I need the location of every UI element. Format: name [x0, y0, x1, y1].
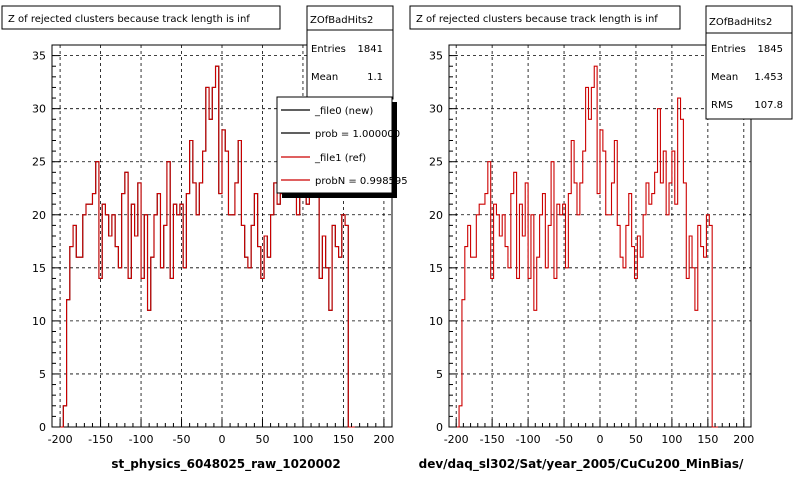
legend-entry-3: probN = 0.998595 [281, 176, 408, 187]
right-title-box [409, 5, 681, 30]
right-stats-rms-label: RMS [711, 100, 733, 111]
left-stats-mean: 1.1 [367, 72, 383, 83]
legend-entry-1: prob = 1.000000 [281, 129, 400, 140]
r-ytick-label-0: 0 [436, 421, 443, 434]
r-series-0-line [456, 65, 718, 428]
svg-text:_file1 (ref): _file1 (ref) [314, 153, 366, 164]
l-ytick-label-7: 35 [32, 50, 46, 63]
l-xtick-label-5: 50 [255, 433, 269, 446]
left-stats-mean-label: Mean [311, 72, 338, 83]
right-histograms [456, 65, 718, 428]
left-grid [52, 45, 392, 428]
r-xtick-label-8: 200 [733, 433, 754, 446]
r-ytick-label-1: 5 [436, 368, 443, 381]
r-ytick-label-3: 15 [429, 262, 443, 275]
l-xtick-label-0: -200 [48, 433, 73, 446]
right-stats-entries: 1845 [758, 44, 783, 55]
right-stats-entries-label: Entries [711, 44, 746, 55]
left-stats-entries-label: Entries [311, 44, 346, 55]
l-ytick-label-3: 15 [32, 262, 46, 275]
svg-text:prob = 1.000000: prob = 1.000000 [315, 129, 400, 140]
l-xtick-label-8: 200 [373, 433, 394, 446]
right-stats-name: ZOfBadHits2 [709, 17, 772, 28]
right-pad: -200 -150 -100 -50 0 50 100 150 200 0 5 10 15 20 25 30 3… [409, 5, 793, 472]
legend-box [276, 96, 393, 194]
r-ytick-label-7: 35 [429, 50, 443, 63]
r-ytick-label-5: 25 [429, 156, 443, 169]
left-stats-box [306, 5, 394, 100]
l-xtick-label-1: -150 [88, 433, 113, 446]
r-xtick-label-3: -50 [555, 433, 573, 446]
right-stats-box [705, 5, 793, 120]
right-xlabel: dev/daq_sl302/Sat/year_2005/CuCu200_MinB… [419, 457, 744, 472]
right-axes: -200 -150 -100 -50 0 50 100 150 200 0 5 10 15 20 25 30 3… [429, 44, 754, 446]
right-stats-rms: 107.8 [754, 100, 783, 111]
svg-text:_file0 (new): _file0 (new) [314, 106, 373, 117]
left-xlabel: st_physics_6048025_raw_1020002 [111, 457, 340, 472]
l-xtick-label-4: 0 [219, 433, 226, 446]
left-stats-entries: 1841 [358, 44, 383, 55]
l-ytick-label-1: 5 [39, 368, 46, 381]
r-xtick-label-5: 50 [629, 433, 643, 446]
left-axes: -200 -150 -100 -50 0 50 100 150 200 0 5 10 15 20 25 30 3… [32, 44, 394, 446]
left-stats-name: ZOfBadHits2 [310, 15, 373, 26]
left-title-box [1, 5, 281, 30]
right-stats-mean-label: Mean [711, 72, 738, 83]
left-title: Z of rejected clusters because track len… [8, 14, 250, 25]
l-ytick-label-5: 25 [32, 156, 46, 169]
r-xtick-label-4: 0 [597, 433, 604, 446]
r-xtick-label-2: -100 [516, 433, 541, 446]
r-ytick-label-6: 30 [429, 103, 443, 116]
r-xtick-label-7: 150 [697, 433, 718, 446]
left-pad: -200 -150 -100 -50 0 50 100 150 200 0 5 10 15 20 25 30 3… [1, 5, 408, 472]
r-xtick-label-1: -150 [480, 433, 505, 446]
right-grid [449, 45, 751, 428]
l-xtick-label-2: -100 [129, 433, 154, 446]
l-xtick-label-7: 150 [333, 433, 354, 446]
legend-entry-2: _file1 (ref) [281, 153, 366, 164]
l-xtick-label-3: -50 [173, 433, 191, 446]
l-ytick-label-6: 30 [32, 103, 46, 116]
r-ytick-label-2: 10 [429, 315, 443, 328]
right-title: Z of rejected clusters because track len… [416, 14, 658, 25]
l-ytick-label-2: 10 [32, 315, 46, 328]
r-ytick-label-4: 20 [429, 209, 443, 222]
r-xtick-label-6: 100 [661, 433, 682, 446]
r-xtick-label-0: -200 [444, 433, 469, 446]
l-ytick-label-0: 0 [39, 421, 46, 434]
l-xtick-label-6: 100 [292, 433, 313, 446]
legend-entry-0: _file0 (new) [281, 106, 373, 117]
svg-text:probN = 0.998595: probN = 0.998595 [315, 176, 408, 187]
right-stats-mean: 1.453 [754, 72, 783, 83]
l-ytick-label-4: 20 [32, 209, 46, 222]
